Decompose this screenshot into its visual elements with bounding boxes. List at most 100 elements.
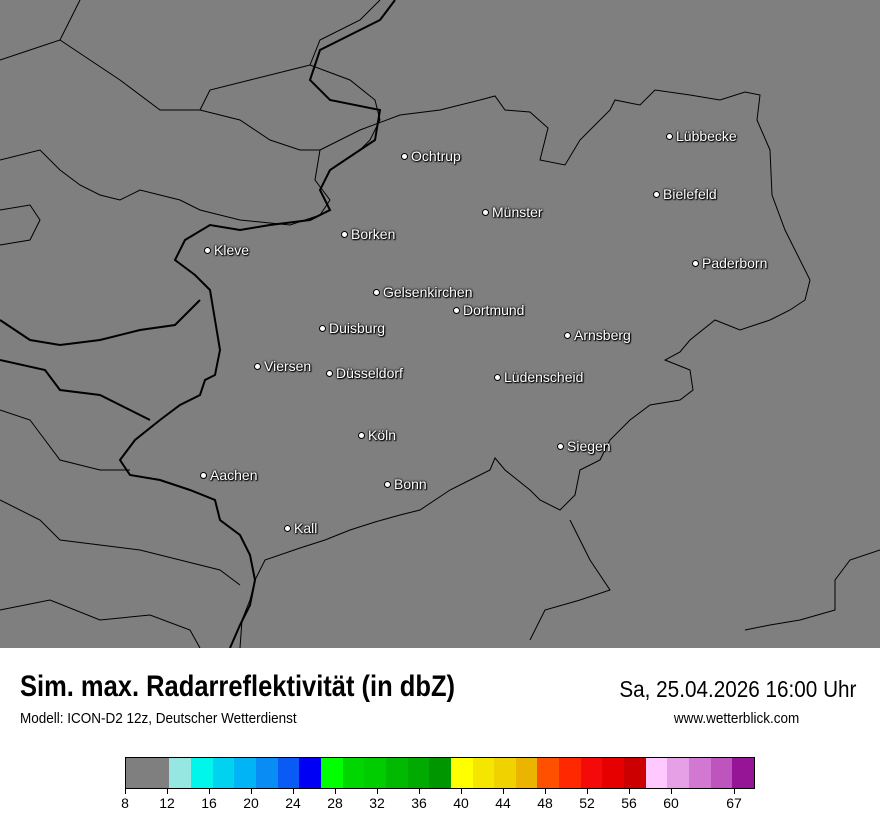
- legend-swatch: [255, 758, 278, 788]
- state-border-south: [529, 519, 611, 641]
- city-label: Düsseldorf: [336, 365, 403, 381]
- city-label: Duisburg: [329, 320, 386, 336]
- city-label: Münster: [492, 204, 543, 220]
- city-marker: Aachen: [200, 467, 257, 483]
- city-dot-icon: [319, 324, 326, 332]
- state-border-nrw: [239, 89, 811, 648]
- city-dot-icon: [254, 362, 261, 370]
- city-label: Bonn: [394, 476, 427, 492]
- legend-tick: [587, 789, 588, 794]
- legend-swatch: [710, 758, 733, 788]
- legend-swatch: [342, 758, 365, 788]
- legend-swatch: [364, 758, 386, 788]
- city-marker: Siegen: [557, 438, 611, 454]
- city-dot-icon: [453, 306, 460, 314]
- map-title: Sim. max. Radarreflektivität (in dbZ): [20, 670, 456, 703]
- legend-tick-label: 28: [327, 795, 343, 811]
- city-dot-icon: [358, 431, 365, 439]
- legend-swatch: [689, 758, 711, 788]
- legend-swatch: [602, 758, 625, 788]
- city-label: Lübbecke: [676, 128, 737, 144]
- legend-swatch: [667, 758, 690, 788]
- city-label: Aachen: [210, 467, 258, 483]
- city-marker: Kleve: [204, 242, 249, 258]
- legend-swatch: [212, 758, 235, 788]
- legend-tick-label: 20: [243, 795, 259, 811]
- legend-tick: [125, 789, 126, 794]
- legend-swatch: [580, 758, 603, 788]
- radar-map: Ochtrup Lübbecke Bielefeld Münster Borken Kle…: [0, 0, 880, 648]
- city-dot-icon: [557, 442, 564, 450]
- legend-swatch: [537, 758, 560, 788]
- city-label: Kall: [294, 520, 318, 536]
- city-dot-icon: [204, 246, 211, 254]
- city-marker: Bonn: [384, 476, 427, 492]
- legend-swatch: [515, 758, 538, 788]
- city-dot-icon: [200, 471, 207, 479]
- city-label: Dortmund: [463, 302, 525, 318]
- legend-swatch: [190, 758, 213, 788]
- legend-swatch: [624, 758, 646, 788]
- border-regions-nl: [0, 0, 381, 246]
- legend-tick: [734, 789, 735, 794]
- city-dot-icon: [692, 259, 699, 267]
- legend-tick-label: 12: [159, 795, 175, 811]
- border-regions-be: [0, 409, 241, 648]
- legend-swatch: [559, 758, 581, 788]
- legend-tick: [461, 789, 462, 794]
- legend-swatch: [320, 758, 343, 788]
- legend-tick-label: 52: [579, 795, 595, 811]
- legend-swatch: [732, 758, 755, 788]
- city-dot-icon: [373, 288, 380, 296]
- legend-tick-label: 36: [411, 795, 427, 811]
- city-dot-icon: [666, 132, 673, 140]
- legend-tick-label: 24: [285, 795, 301, 811]
- city-marker: Borken: [341, 226, 395, 242]
- city-dot-icon: [284, 524, 291, 532]
- city-label: Köln: [368, 427, 397, 443]
- city-label: Paderborn: [702, 255, 768, 271]
- city-marker: Düsseldorf: [326, 365, 403, 381]
- legend-tick-label: 40: [453, 795, 469, 811]
- legend-swatch: [450, 758, 473, 788]
- legend-swatch: [407, 758, 430, 788]
- city-marker: Viersen: [254, 358, 311, 374]
- city-marker: Münster: [482, 204, 543, 220]
- city-marker: Bielefeld: [653, 186, 717, 202]
- legend-tick: [419, 789, 420, 794]
- city-marker: Ochtrup: [401, 148, 461, 164]
- legend-tick-label: 16: [201, 795, 217, 811]
- city-dot-icon: [494, 373, 501, 381]
- city-marker: Lüdenscheid: [494, 369, 583, 385]
- legend-tick: [335, 789, 336, 794]
- city-label: Gelsenkirchen: [383, 284, 473, 300]
- legend-tick-label: 67: [726, 795, 742, 811]
- legend-tick: [377, 789, 378, 794]
- city-dot-icon: [401, 152, 408, 160]
- country-border: [0, 0, 396, 648]
- legend-tick-label: 32: [369, 795, 385, 811]
- legend-tick: [671, 789, 672, 794]
- legend-swatch: [472, 758, 495, 788]
- city-dot-icon: [326, 369, 333, 377]
- city-marker: Kall: [284, 520, 317, 536]
- website-link[interactable]: www.wetterblick.com: [673, 710, 799, 727]
- legend-swatch: [645, 758, 668, 788]
- legend-swatch: [234, 758, 256, 788]
- legend-tick-label: 8: [121, 795, 129, 811]
- city-dot-icon: [482, 208, 489, 216]
- legend-tick-label: 48: [537, 795, 553, 811]
- legend-tick: [629, 789, 630, 794]
- legend-swatch: [494, 758, 516, 788]
- border-lines: [0, 0, 880, 648]
- legend-swatch: [126, 758, 170, 788]
- legend-tick: [503, 789, 504, 794]
- legend-swatch: [169, 758, 191, 788]
- city-marker: Dortmund: [453, 302, 524, 318]
- city-label: Arnsberg: [574, 327, 631, 343]
- legend-tick: [209, 789, 210, 794]
- city-marker: Gelsenkirchen: [373, 284, 473, 300]
- legend-tick: [293, 789, 294, 794]
- state-border-east: [744, 549, 880, 631]
- legend-tick-label: 60: [663, 795, 679, 811]
